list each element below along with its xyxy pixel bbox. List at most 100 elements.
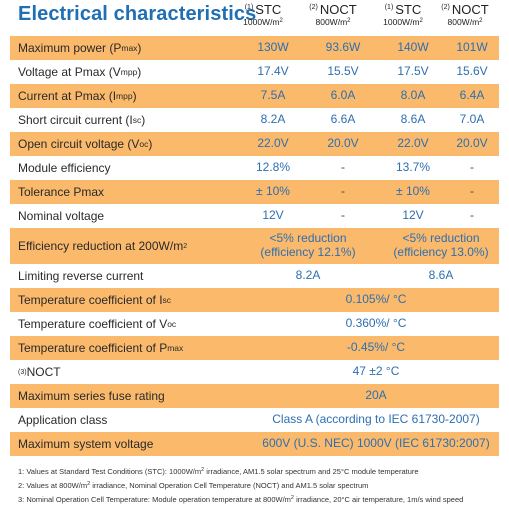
label-subscript: max bbox=[167, 343, 184, 353]
label-text: Temperature coefficient of P bbox=[18, 341, 168, 355]
col-header-noct-2: (2) NOCT 800W/m2 bbox=[430, 3, 500, 27]
row-max-power: Maximum power (P max) 130W 93.6W 140W 101… bbox=[10, 36, 499, 60]
value-cell: 22.0V bbox=[397, 136, 429, 151]
label-text: Current at Pmax (I bbox=[18, 89, 117, 103]
row-label: (3) NOCT bbox=[18, 360, 61, 384]
row-label: Maximum series fuse rating bbox=[18, 389, 165, 403]
footnote-text: 1: Values at Standard Test Conditions (S… bbox=[18, 467, 202, 476]
value-cell: 15.5V bbox=[327, 64, 359, 79]
value-cell: ± 10% bbox=[256, 184, 290, 199]
value-cell: - bbox=[341, 208, 345, 223]
label-subscript: max bbox=[121, 43, 138, 53]
value-cell: 20A bbox=[365, 388, 387, 403]
row-module-efficiency: Module efficiency 12.8% - 13.7% - bbox=[10, 156, 499, 180]
value-cell: 20.0V bbox=[327, 136, 359, 151]
label-superscript: 2 bbox=[183, 242, 188, 250]
label-subscript: oc bbox=[139, 139, 149, 149]
row-voc: Open circuit voltage (V oc) 22.0V 20.0V 2… bbox=[10, 132, 499, 156]
value-cell: <5% reduction (efficiency 12.1%) bbox=[238, 228, 378, 264]
row-label: Maximum power (P max) bbox=[18, 36, 141, 60]
value-line: (efficiency 13.0%) bbox=[393, 245, 489, 259]
value-cell: 7.5A bbox=[260, 88, 286, 103]
value-cell: 8.6A bbox=[400, 112, 426, 127]
col-header-stc-1: (1) STC 1000W/m2 bbox=[228, 3, 298, 27]
row-vmpp: Voltage at Pmax (V mpp) 17.4V 15.5V 17.5V… bbox=[10, 60, 499, 84]
row-label: Limiting reverse current bbox=[18, 269, 144, 283]
value-cell: 101W bbox=[456, 40, 488, 55]
value-cell: - bbox=[470, 208, 474, 223]
row-label: Maximum system voltage bbox=[18, 437, 154, 451]
value-cell: -0.45%/ °C bbox=[346, 340, 406, 355]
row-label: Application class bbox=[18, 413, 108, 427]
footnotes: 1: Values at Standard Test Conditions (S… bbox=[18, 464, 463, 506]
row-label: Efficiency reduction at 200W/m 2 bbox=[18, 228, 187, 264]
value-cell: 17.4V bbox=[257, 64, 289, 79]
row-impp: Current at Pmax (I mpp) 7.5A 6.0A 8.0A 6.… bbox=[10, 84, 499, 108]
col-name: NOCT bbox=[451, 2, 489, 17]
footnote-3: 3: Nominal Operation Cell Temperature: M… bbox=[18, 492, 463, 506]
label-tail: ) bbox=[148, 137, 153, 151]
col-condition-exp: 2 bbox=[419, 18, 423, 24]
value-cell: - bbox=[470, 184, 474, 199]
value-cell: - bbox=[341, 184, 345, 199]
footnote-1: 1: Values at Standard Test Conditions (S… bbox=[18, 464, 463, 478]
row-fuse-rating: Maximum series fuse rating 20A bbox=[10, 384, 499, 408]
value-cell: 47 ±2 °C bbox=[352, 364, 400, 379]
footnote-2: 2: Values at 800W/m2 irradiance, Nominal… bbox=[18, 478, 463, 492]
value-cell: 93.6W bbox=[325, 40, 361, 55]
row-label: Current at Pmax (I mpp) bbox=[18, 84, 137, 108]
col-header-stc-2: (1) STC 1000W/m2 bbox=[368, 3, 438, 27]
value-cell: ± 10% bbox=[396, 184, 430, 199]
col-footnote-mark: (1) bbox=[244, 4, 254, 11]
label-subscript: mpp bbox=[120, 67, 138, 77]
value-cell: 6.6A bbox=[330, 112, 356, 127]
footnote-sup: 2 bbox=[201, 467, 205, 473]
label-tail: ) bbox=[132, 89, 137, 103]
value-cell: 12.8% bbox=[255, 160, 291, 175]
row-reverse-current: Limiting reverse current 8.2A 8.6A bbox=[10, 264, 499, 288]
label-tail: ) bbox=[141, 113, 146, 127]
value-cell: 8.2A bbox=[260, 112, 286, 127]
row-label: Short circuit current (I sc) bbox=[18, 108, 145, 132]
footnote-text: 2: Values at 800W/m bbox=[18, 481, 88, 490]
label-text: Maximum power (P bbox=[18, 41, 122, 55]
label-text: NOCT bbox=[26, 365, 61, 379]
col-name: NOCT bbox=[319, 2, 357, 17]
value-cell: - bbox=[470, 160, 474, 175]
value-cell: 0.105%/ °C bbox=[345, 292, 407, 307]
col-condition: 1000W/m bbox=[383, 17, 420, 27]
col-condition: 800W/m bbox=[315, 17, 348, 27]
electrical-table: Maximum power (P max) 130W 93.6W 140W 101… bbox=[10, 36, 499, 456]
col-footnote-mark: (1) bbox=[384, 4, 394, 11]
label-text: Temperature coefficient of V bbox=[18, 317, 168, 331]
footnote-sup: 2 bbox=[290, 495, 294, 501]
value-line: (efficiency 12.1%) bbox=[260, 245, 356, 259]
value-cell: 8.0A bbox=[400, 88, 426, 103]
col-condition-exp: 2 bbox=[279, 18, 283, 24]
value-line: <5% reduction bbox=[269, 231, 347, 246]
label-subscript: oc bbox=[167, 319, 177, 329]
value-cell: Class A (according to IEC 61730-2007) bbox=[272, 412, 480, 427]
value-line: <5% reduction bbox=[402, 231, 480, 246]
col-condition: 800W/m bbox=[447, 17, 480, 27]
value-cell: 15.6V bbox=[456, 64, 488, 79]
value-cell: 13.7% bbox=[395, 160, 431, 175]
col-name: STC bbox=[255, 2, 282, 17]
value-cell: 600V (U.S. NEC) 1000V (IEC 61730:2007) bbox=[262, 436, 490, 451]
value-cell: 140W bbox=[397, 40, 429, 55]
row-label: Module efficiency bbox=[18, 161, 111, 175]
label-text: Short circuit current (I bbox=[18, 113, 133, 127]
row-label: Tolerance Pmax bbox=[18, 185, 105, 199]
label-footnote-mark: (3) bbox=[18, 368, 27, 376]
value-cell: 8.6A bbox=[428, 268, 454, 283]
row-efficiency-reduction: Efficiency reduction at 200W/m 2 <5% redu… bbox=[10, 228, 499, 264]
row-application-class: Application class Class A (according to … bbox=[10, 408, 499, 432]
value-cell: 12V bbox=[262, 208, 284, 223]
value-cell: 8.2A bbox=[295, 268, 321, 283]
